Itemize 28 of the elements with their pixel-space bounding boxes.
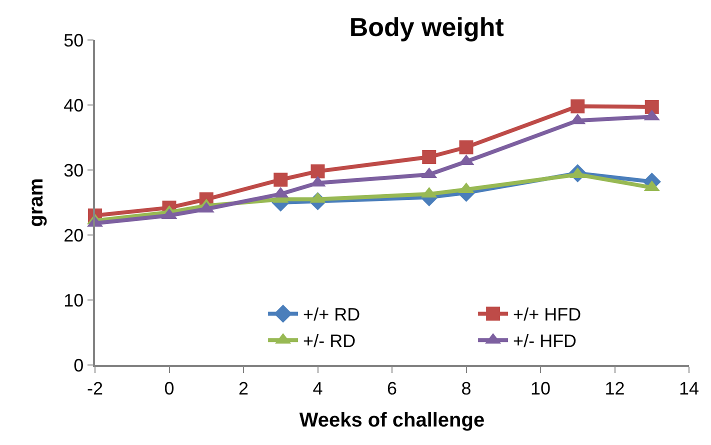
x-tick-label: 2 (238, 378, 249, 398)
x-tick-label: 4 (312, 378, 323, 398)
y-tick-label: 40 (64, 95, 84, 116)
x-axis-title: Weeks of challenge (299, 409, 485, 432)
x-tick-label: -2 (86, 378, 104, 398)
legend-label: +/+ HFD (513, 304, 582, 325)
x-tick-label: 6 (386, 378, 398, 398)
legend-label: +/- HFD (513, 331, 577, 352)
x-tick-label: 14 (678, 378, 700, 398)
x-tick-label: 0 (164, 378, 174, 398)
point (274, 172, 288, 187)
x-tick-label: 10 (530, 378, 551, 398)
y-tick-label: 0 (74, 355, 84, 376)
y-tick-label: 30 (64, 160, 84, 180)
legend-label: +/- RD (303, 331, 356, 352)
point (644, 100, 659, 114)
legend-label: +/+ RD (303, 304, 360, 325)
x-tick-label: 12 (604, 378, 625, 398)
point (310, 164, 325, 178)
point (570, 99, 585, 114)
point (459, 140, 474, 154)
point (422, 150, 436, 164)
chart-title: Body weight (349, 12, 504, 42)
y-tick-label: 20 (64, 225, 84, 246)
y-tick-label: 50 (64, 30, 84, 50)
y-axis-title: gram (26, 178, 48, 227)
x-tick-label: 8 (461, 378, 472, 398)
y-tick-label: 10 (64, 290, 84, 310)
